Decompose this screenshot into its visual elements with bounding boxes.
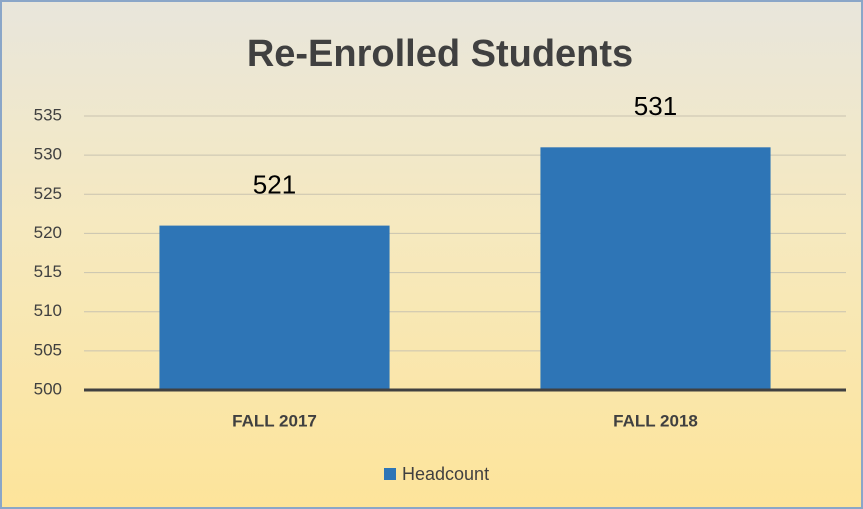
y-tick-label: 515 (34, 262, 62, 281)
y-tick-label: 500 (34, 379, 62, 398)
legend-swatch (384, 468, 396, 480)
y-tick-label: 525 (34, 184, 62, 203)
legend-label: Headcount (402, 464, 489, 484)
y-tick-label: 530 (34, 145, 62, 164)
y-tick-label: 510 (34, 301, 62, 320)
x-tick-label: FALL 2018 (613, 411, 698, 430)
y-tick-label: 520 (34, 223, 62, 242)
y-tick-label: 535 (34, 105, 62, 124)
chart-title: Re-Enrolled Students (247, 33, 633, 75)
data-label: 531 (634, 91, 677, 121)
bar (540, 147, 771, 390)
bar (159, 225, 390, 390)
data-label: 521 (253, 169, 296, 199)
x-tick-label: FALL 2017 (232, 411, 317, 430)
y-tick-label: 505 (34, 340, 62, 359)
